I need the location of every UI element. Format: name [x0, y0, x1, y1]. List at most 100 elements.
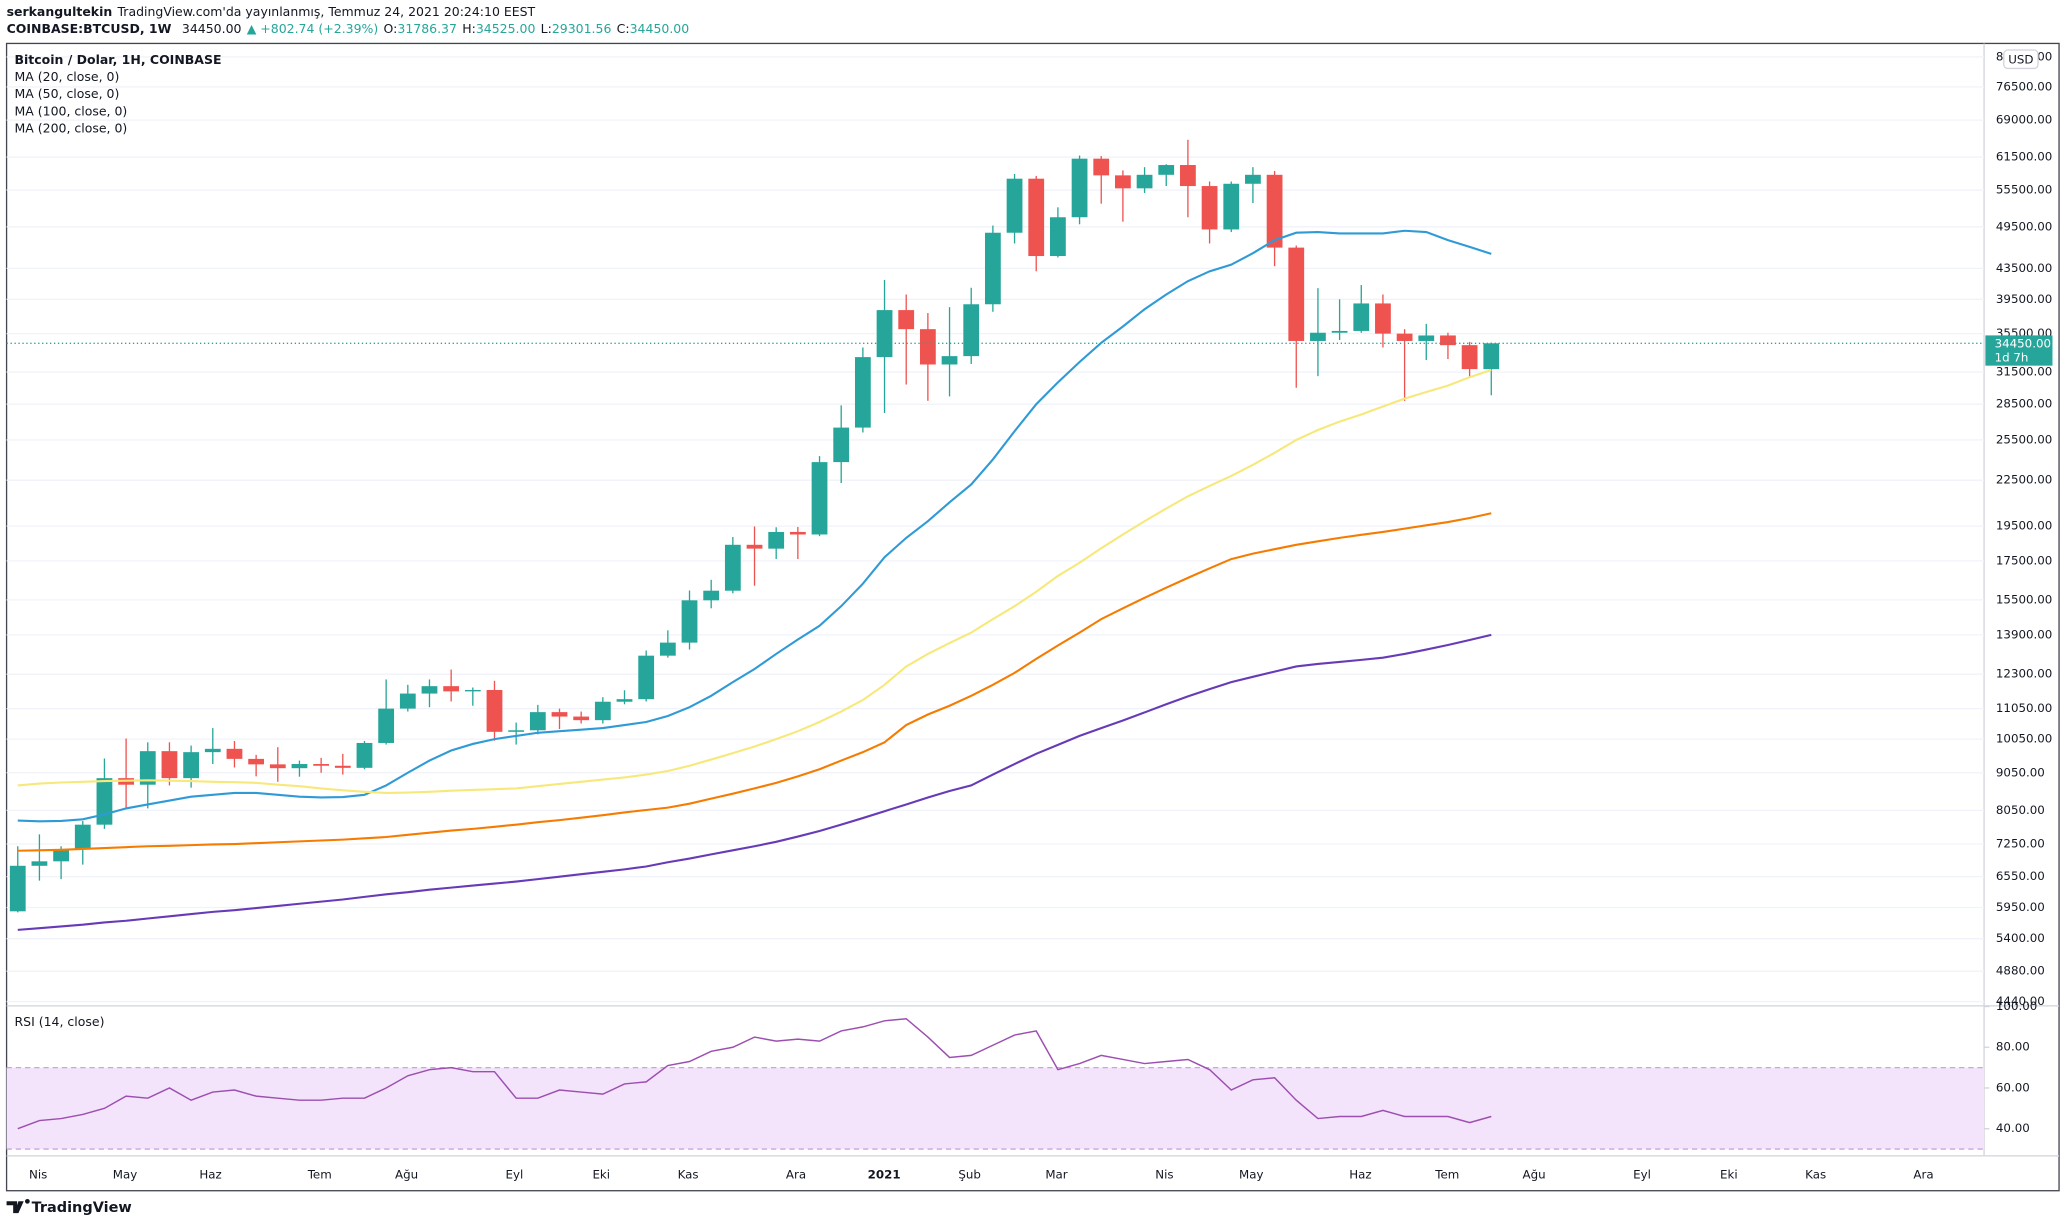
candle-body: [1483, 343, 1500, 370]
candle-body: [508, 730, 525, 732]
candle-body: [811, 462, 828, 535]
currency-badge[interactable]: [2003, 49, 2039, 70]
candle-body: [746, 544, 763, 549]
symbol: COINBASE:BTCUSD, 1W: [7, 20, 172, 35]
candle-body: [183, 752, 200, 779]
candle-body: [204, 748, 221, 753]
y-tick-label: 7250.00: [1996, 837, 2045, 851]
y-tick-label: 11050.00: [1996, 701, 2052, 715]
y-tick-label: 17500.00: [1996, 553, 2052, 567]
change: ▲ +802.74 (+2.39%): [247, 20, 379, 35]
candle-body: [789, 531, 806, 535]
y-tick-label: 12300.00: [1996, 667, 2052, 681]
ma-line: [17, 369, 1492, 794]
x-tick-label: Nis: [1155, 1167, 1173, 1181]
candle-body: [96, 778, 113, 825]
candle-body: [833, 427, 850, 463]
candle-body: [854, 357, 871, 428]
y-tick-label: 15500.00: [1996, 592, 2052, 606]
candle-body: [1093, 158, 1110, 176]
candle-body: [313, 764, 330, 766]
ohlc-value: 34525.00: [476, 20, 536, 35]
y-tick-label: 43500.00: [1996, 261, 2052, 275]
candle-body: [616, 699, 633, 702]
candle-body: [724, 544, 741, 591]
ohlc-value: 31786.37: [397, 20, 457, 35]
candle-body: [399, 693, 416, 709]
candle-body: [1028, 178, 1045, 257]
candle-body: [1071, 158, 1088, 218]
ohlc-key: H:: [462, 20, 476, 35]
rsi-title: RSI (14, close): [14, 1014, 104, 1029]
author: serkangultekin: [7, 3, 113, 18]
x-tick-label: Ağu: [1523, 1167, 1546, 1181]
ohlc-key: L:: [541, 20, 552, 35]
candle-body: [226, 748, 243, 759]
x-tick-label: Tem: [307, 1167, 332, 1181]
candle-body: [876, 310, 893, 358]
candle-body: [334, 765, 351, 768]
candle-body: [1266, 174, 1283, 248]
candle-body: [551, 712, 568, 717]
candle-body: [291, 764, 308, 769]
y-tick-label: 39500.00: [1996, 292, 2052, 306]
y-tick-label: 28500.00: [1996, 397, 2052, 411]
y-tick-label: 4880.00: [1996, 964, 2045, 978]
candle-body: [378, 708, 395, 743]
ohlc-value: 34450.00: [630, 20, 690, 35]
candle-body: [269, 764, 286, 769]
rsi-tick-label: 80.00: [1996, 1040, 2030, 1054]
candle-body: [53, 849, 69, 862]
countdown: 1d 7h: [1995, 350, 2029, 364]
candle-body: [898, 310, 915, 330]
y-tick-label: 13900.00: [1996, 627, 2052, 641]
candle-body: [31, 861, 48, 866]
candle-body: [1180, 165, 1196, 187]
ma-line: [17, 229, 1492, 823]
ma-line: [17, 512, 1492, 852]
ohlc-key: C:: [617, 20, 630, 35]
x-tick-label: Eki: [1720, 1167, 1738, 1181]
published: TradingView.com'da yayınlanmış, Temmuz 2…: [117, 3, 536, 18]
candle-body: [9, 865, 26, 912]
x-tick-label: Nis: [29, 1167, 47, 1181]
candle-body: [1049, 217, 1066, 257]
candle-body: [963, 304, 980, 357]
y-tick-label: 5400.00: [1996, 931, 2045, 945]
x-tick-label: Haz: [1349, 1167, 1371, 1181]
candle-body: [594, 701, 611, 721]
y-tick-label: 8050.00: [1996, 803, 2045, 817]
y-tick-label: 9050.00: [1996, 765, 2045, 779]
rsi-band: [6, 1067, 1985, 1150]
legend-item: MA (50, close, 0): [14, 86, 119, 101]
chart-title: Bitcoin / Dolar, 1H, COINBASE: [14, 52, 221, 67]
x-tick-label: Kas: [678, 1167, 699, 1181]
last-price-label: 34450.00: [1995, 336, 2051, 350]
logo: TradingView: [6, 1198, 132, 1216]
candle-body: [529, 712, 546, 731]
candle-body: [681, 600, 698, 643]
rsi-tick-label: 60.00: [1996, 1080, 2030, 1094]
logo-icon: [6, 1198, 30, 1214]
y-tick-label: 4440.00: [1996, 994, 2045, 1008]
chart-frame: [5, 42, 2060, 1192]
candle-body: [74, 824, 91, 850]
x-tick-label: Ara: [1913, 1167, 1933, 1181]
x-tick-label: Haz: [199, 1167, 221, 1181]
candle-body: [1353, 303, 1370, 331]
y-tick-label: 55500.00: [1996, 183, 2052, 197]
candle-body: [1245, 174, 1261, 184]
x-tick-label: May: [1239, 1167, 1263, 1181]
x-tick-label: May: [113, 1167, 137, 1181]
candle-body: [443, 686, 460, 692]
x-tick-label: Eyl: [1633, 1167, 1651, 1181]
y-tick-label: 10050.00: [1996, 732, 2052, 746]
candle-body: [1461, 345, 1478, 370]
ohlc-value: 29301.56: [552, 20, 612, 35]
y-tick-label: 69000.00: [1996, 113, 2052, 127]
candle-body: [1440, 335, 1456, 346]
candle-body: [1223, 183, 1240, 230]
candle-body: [248, 758, 265, 765]
y-tick-label: 25500.00: [1996, 432, 2052, 446]
